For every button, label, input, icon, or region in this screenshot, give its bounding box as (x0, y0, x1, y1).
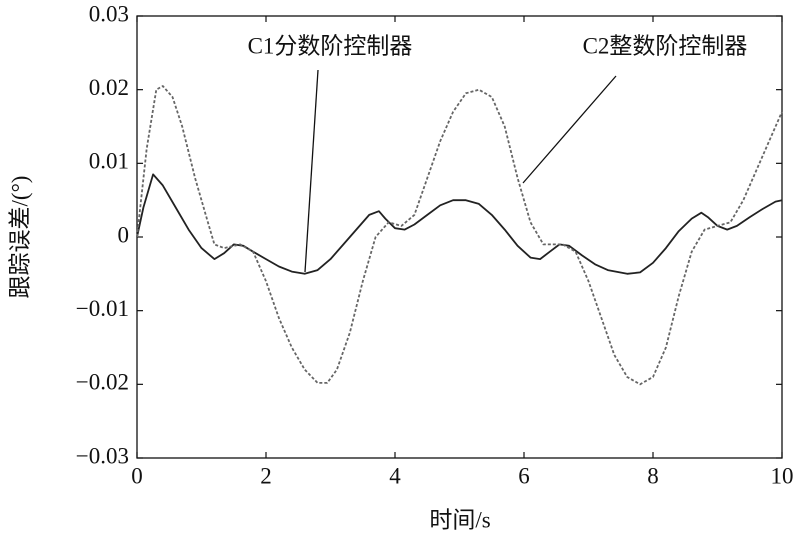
x-tick-label: 8 (647, 463, 659, 488)
leader-line (522, 75, 617, 184)
series-line (136, 173, 783, 275)
x-tick-label: 2 (260, 463, 272, 488)
annotation: C2整数阶控制器 (583, 33, 748, 58)
y-tick-label: 0 (118, 222, 130, 247)
x-tick-label: 0 (131, 463, 143, 488)
leader-line (304, 69, 319, 273)
y-tick-label: 0.02 (89, 75, 129, 100)
y-tick-label: −0.02 (76, 370, 129, 395)
y-tick-label: −0.03 (76, 443, 129, 468)
y-tick-label: 0.03 (89, 1, 129, 26)
x-tick-label: 4 (389, 463, 401, 488)
plot-frame (136, 15, 783, 459)
series-line (136, 85, 783, 386)
x-axis-label: 时间/s (429, 507, 490, 532)
y-tick-label: −0.01 (76, 296, 129, 321)
x-tick-label: 6 (518, 463, 530, 488)
annotation: C1分数阶控制器 (248, 33, 413, 58)
y-axis-label: 跟踪误差/(°) (7, 176, 32, 299)
x-tick-label: 10 (771, 463, 794, 488)
y-tick-label: 0.01 (89, 149, 129, 174)
